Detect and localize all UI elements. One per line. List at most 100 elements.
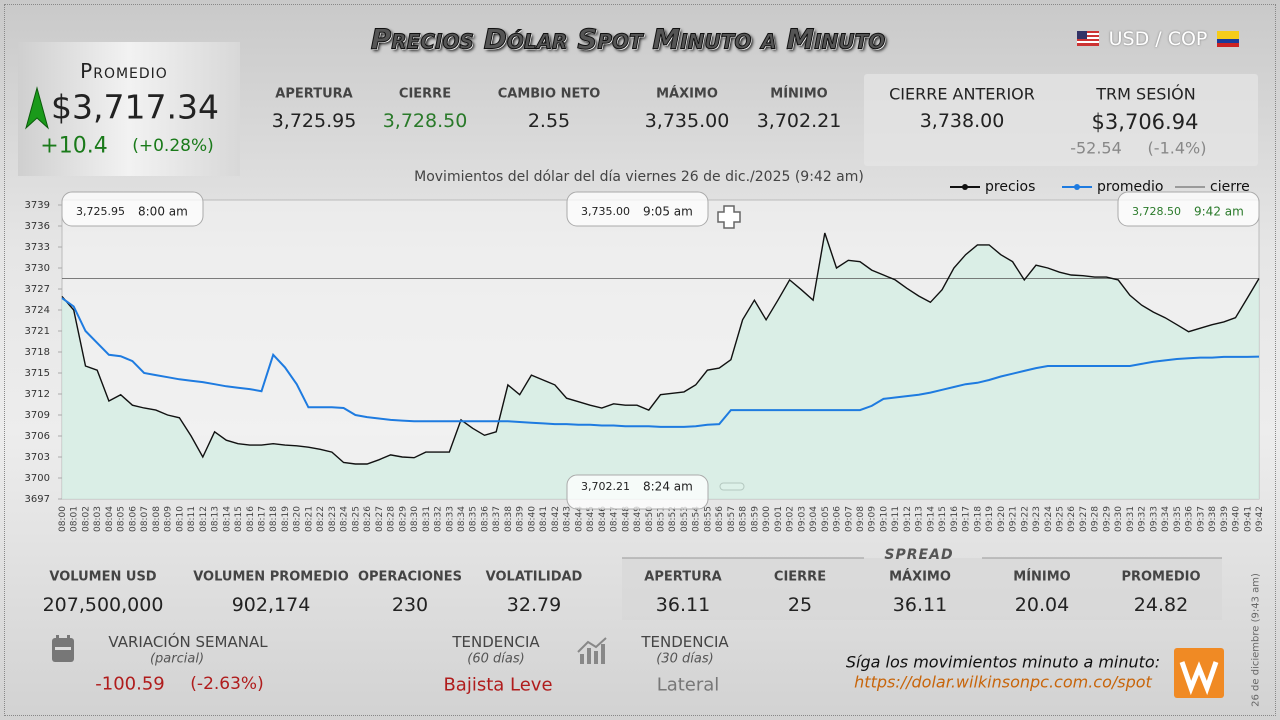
- trend-value: Lateral: [656, 674, 720, 696]
- x-tick-label: 09:24: [1044, 506, 1054, 532]
- trend-icon: [577, 637, 607, 664]
- price-area: [62, 233, 1259, 499]
- volume-label: VOLUMEN USD: [49, 569, 157, 585]
- footer-url[interactable]: https://dolar.wilkinsonpc.com.co/spot: [854, 672, 1152, 692]
- x-tick-label: 08:29: [398, 506, 408, 532]
- x-tick-label: 09:06: [833, 506, 843, 532]
- x-tick-label: 08:56: [715, 506, 725, 532]
- x-tick-label: 08:51: [657, 506, 667, 532]
- x-tick-label: 09:10: [879, 506, 889, 532]
- stat-value: 3,728.50: [382, 110, 468, 132]
- legend-label: precios: [985, 179, 1035, 195]
- weekly-change-pct: (-2.63%): [190, 674, 264, 694]
- series-line: [61, 297, 1260, 428]
- promedio-panel: [18, 42, 240, 176]
- y-tick-label: 3703: [25, 452, 50, 463]
- x-tick-label: 08:36: [480, 506, 490, 532]
- volume-label: VOLUMEN PROMEDIO: [193, 569, 349, 585]
- stat-label: MÁXIMO: [656, 86, 718, 102]
- x-tick-label: 08:55: [703, 506, 713, 532]
- x-tick-label: 09:09: [868, 506, 878, 532]
- x-tick-label: 08:10: [175, 506, 185, 532]
- spread-panel: [622, 558, 1222, 620]
- x-tick-label: 08:52: [668, 506, 678, 532]
- x-tick-label: 09:19: [985, 506, 995, 532]
- currency-pair: USD / COP: [1108, 28, 1208, 50]
- x-tick-label: 08:40: [527, 506, 537, 532]
- x-tick-label: 08:42: [551, 506, 561, 532]
- x-tick-label: 09:16: [950, 506, 960, 532]
- spread-value: 24.82: [1133, 594, 1189, 616]
- x-tick-label: 08:18: [269, 506, 279, 532]
- volume-value: 32.79: [506, 594, 562, 616]
- x-tick-label: 08:44: [574, 506, 584, 532]
- spread-value: 36.11: [892, 594, 948, 616]
- annotation-time: 8:24 am: [643, 480, 693, 494]
- x-tick-label: 08:23: [328, 506, 338, 532]
- x-tick-label: 09:29: [1102, 506, 1112, 532]
- trm-change: -52.54: [1070, 138, 1122, 158]
- legend-dot: [1074, 184, 1080, 190]
- x-tick-label: 08:17: [258, 506, 268, 532]
- x-tick-label: 08:50: [645, 506, 655, 532]
- x-tick-label: 09:25: [1056, 506, 1066, 532]
- x-tick-label: 09:28: [1091, 506, 1101, 532]
- volume-value: 207,500,000: [42, 594, 164, 616]
- annotation-time: 9:42 am: [1194, 205, 1244, 219]
- x-tick-label: 08:37: [492, 506, 502, 532]
- x-tick-label: 08:32: [434, 506, 444, 532]
- x-tick-label: 08:35: [469, 506, 479, 532]
- y-tick-label: 3724: [25, 305, 50, 316]
- stat-label: CAMBIO NETO: [497, 86, 601, 102]
- x-tick-label: 09:07: [844, 506, 854, 532]
- x-tick-label: 08:21: [304, 506, 314, 532]
- y-tick-label: 3739: [25, 200, 50, 211]
- x-tick-label: 08:11: [187, 506, 197, 532]
- x-tick-label: 08:19: [281, 506, 291, 532]
- previous-label: CIERRE ANTERIOR: [889, 84, 1035, 104]
- trm-change-pct: (-1.4%): [1147, 138, 1207, 158]
- x-tick-label: 08:22: [316, 506, 326, 532]
- trend-note: (60 días): [467, 651, 525, 667]
- spread-label: CIERRE: [773, 569, 827, 585]
- x-tick-label: 09:03: [797, 506, 807, 532]
- weekly-note: (parcial): [149, 651, 205, 667]
- up-arrow: [25, 86, 49, 130]
- x-tick-label: 09:21: [1009, 506, 1019, 532]
- y-tick-label: 3730: [25, 263, 50, 274]
- y-tick-label: 3706: [25, 431, 50, 442]
- spread-value: 36.11: [655, 594, 711, 616]
- x-tick-label: 08:01: [70, 506, 80, 532]
- previous-panel: [864, 74, 1258, 166]
- annotation-box: [566, 191, 709, 227]
- x-tick-label: 09:14: [926, 506, 936, 532]
- y-tick-label: 3727: [25, 284, 50, 295]
- spread-value: 20.04: [1014, 594, 1070, 616]
- calendar-icon: [52, 635, 74, 662]
- x-tick-label: 08:45: [586, 506, 596, 532]
- x-tick-label: 09:18: [973, 506, 983, 532]
- x-tick-label: 08:46: [598, 506, 608, 532]
- trm-label: TRM SESIÓN: [1096, 84, 1196, 104]
- x-tick-label: 08:54: [692, 506, 702, 532]
- x-tick-label: 08:30: [410, 506, 420, 532]
- x-tick-label: 08:34: [457, 506, 467, 532]
- volume-value: 230: [391, 594, 429, 616]
- x-tick-label: 09:40: [1232, 506, 1242, 532]
- y-tick-label: 3718: [25, 347, 50, 358]
- x-tick-label: 08:04: [105, 506, 115, 532]
- x-tick-label: 09:32: [1138, 506, 1148, 532]
- annotation-box: [566, 474, 709, 510]
- stat-value: 2.55: [527, 110, 571, 132]
- trend-label: TENDENCIA: [452, 633, 540, 651]
- volume-label: VOLATILIDAD: [485, 569, 583, 585]
- x-tick-label: 09:33: [1149, 506, 1159, 532]
- x-tick-label: 09:23: [1032, 506, 1042, 532]
- x-tick-label: 08:07: [140, 506, 150, 532]
- spread-label: MÁXIMO: [889, 569, 951, 585]
- x-tick-label: 08:38: [504, 506, 514, 532]
- logo: [1174, 648, 1224, 698]
- x-tick-label: 08:26: [363, 506, 373, 532]
- weekly-change: -100.59: [95, 673, 165, 695]
